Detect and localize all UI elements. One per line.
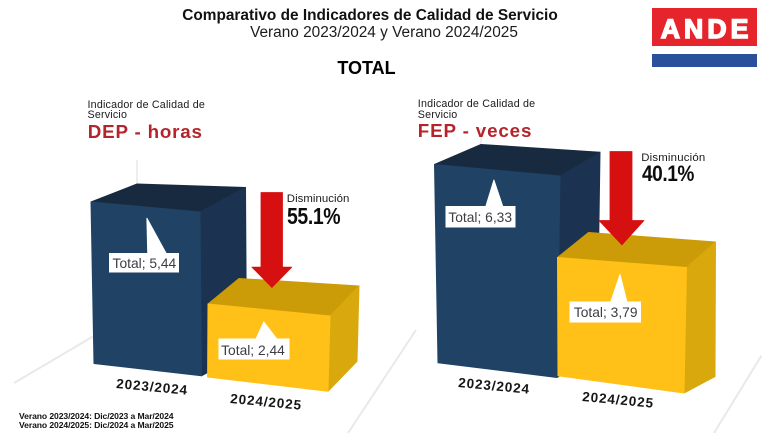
- svg-text:ANDE: ANDE: [661, 14, 753, 44]
